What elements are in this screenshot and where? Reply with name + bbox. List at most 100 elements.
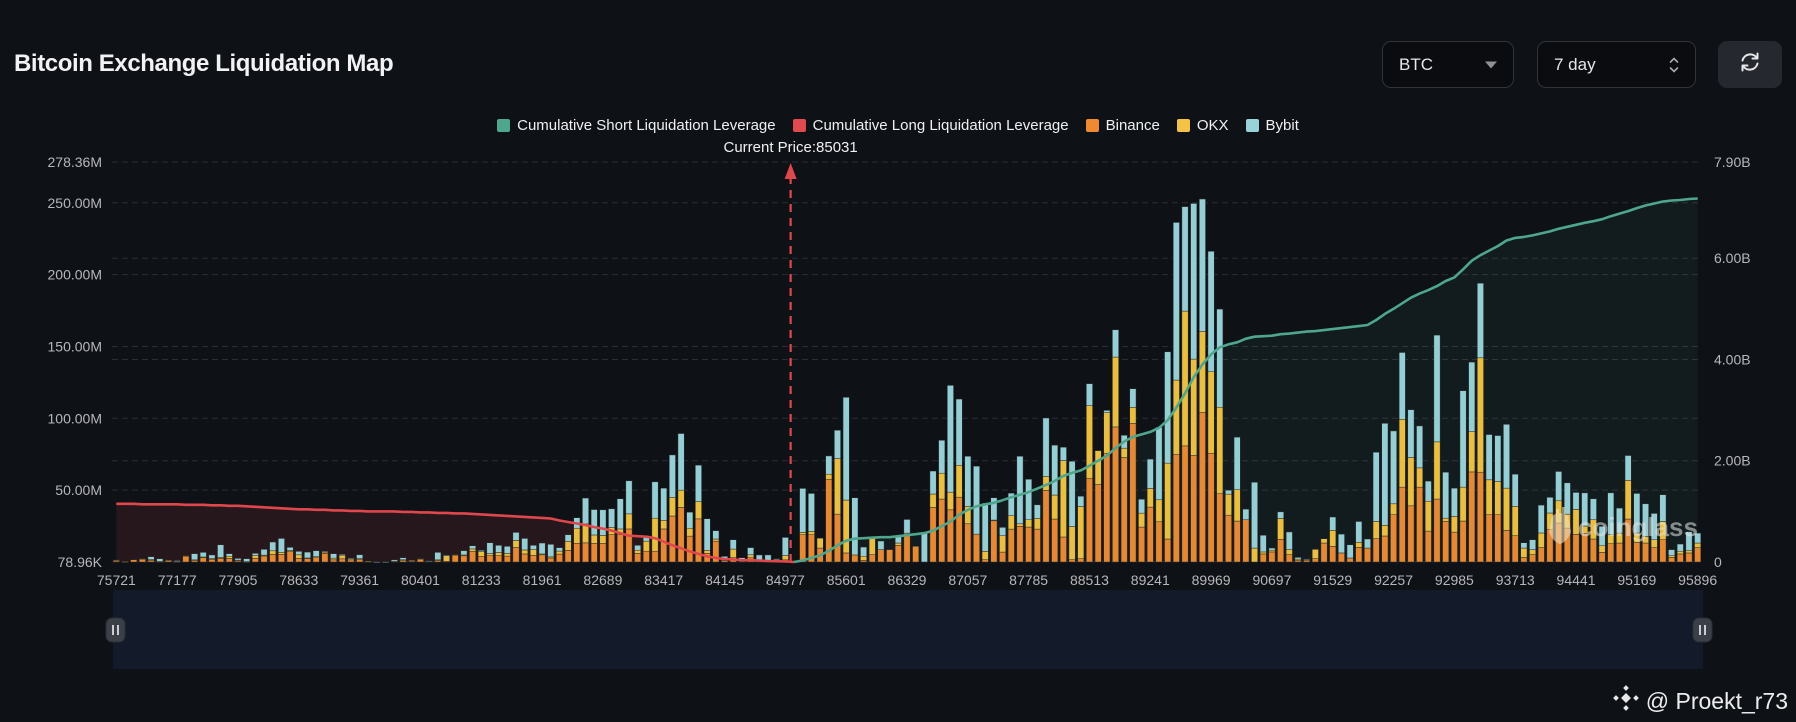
bar-binance xyxy=(1676,553,1684,563)
bar-bybit xyxy=(929,470,937,495)
x-tick-label: 95169 xyxy=(1617,572,1656,588)
bar-bybit xyxy=(1633,493,1641,534)
bar-okx xyxy=(1164,462,1172,540)
legend-item-okx[interactable]: OKX xyxy=(1176,117,1229,134)
range-slider[interactable] xyxy=(105,590,1713,669)
legend-item-cumulative-short[interactable]: Cumulative Short Liquidation Leverage xyxy=(497,117,776,134)
bar-binance xyxy=(912,546,920,563)
bar-bybit xyxy=(921,532,928,563)
legend-item-binance[interactable]: Binance xyxy=(1085,117,1160,134)
bar-okx xyxy=(695,501,702,520)
legend-item-bybit[interactable]: Bybit xyxy=(1245,116,1299,134)
bar-okx xyxy=(599,535,607,544)
bar-okx xyxy=(1468,431,1476,473)
cumulative-short-line xyxy=(793,197,1698,564)
bar-okx xyxy=(1477,357,1484,473)
bar-bybit xyxy=(799,488,807,533)
legend-label: Cumulative Short Liquidation Leverage xyxy=(517,116,776,134)
bar-bybit xyxy=(1251,482,1258,549)
bar-okx xyxy=(469,548,476,552)
bar-bybit xyxy=(825,455,833,475)
bar-binance xyxy=(1007,528,1015,563)
bar-okx xyxy=(1424,500,1432,532)
refresh-button[interactable] xyxy=(1718,41,1782,88)
bar-bybit xyxy=(1555,471,1563,502)
bar-binance xyxy=(686,535,694,563)
bar-bybit xyxy=(842,397,850,501)
x-tick-label: 75721 xyxy=(97,572,136,588)
bar-bybit xyxy=(225,553,233,557)
bar-binance xyxy=(1042,490,1050,563)
bar-bybit xyxy=(208,554,216,559)
bar-okx xyxy=(1416,467,1424,488)
bar-binance xyxy=(1216,493,1224,563)
bar-binance xyxy=(1494,514,1502,563)
range-select[interactable]: 7 day xyxy=(1537,41,1696,88)
bar-bybit xyxy=(677,433,685,491)
bar-bybit xyxy=(547,544,555,558)
bar-bybit xyxy=(712,530,720,540)
bar-binance xyxy=(321,553,329,563)
bar-bybit xyxy=(486,542,494,554)
chart-legend: Cumulative Short Liquidation Leverage Cu… xyxy=(0,115,1796,135)
bar-okx xyxy=(1033,518,1041,530)
bar-bybit xyxy=(1537,504,1545,534)
bar-binance xyxy=(616,534,624,563)
bar-okx xyxy=(1451,516,1458,533)
bar-okx xyxy=(556,550,563,555)
bar-bybit xyxy=(990,497,998,521)
bar-bybit xyxy=(469,545,476,550)
x-tick-label: 77905 xyxy=(219,572,258,588)
bar-binance xyxy=(278,554,285,563)
bar-bybit xyxy=(1494,435,1502,482)
bar-okx xyxy=(295,554,303,559)
range-slider-track[interactable] xyxy=(113,590,1703,669)
bar-bybit xyxy=(512,532,520,541)
bar-okx xyxy=(1216,406,1224,494)
bar-binance xyxy=(269,554,277,563)
symbol-select[interactable]: BTC xyxy=(1382,41,1514,88)
bar-bybit xyxy=(616,498,624,530)
bar-binance xyxy=(1442,521,1450,563)
bar-binance xyxy=(1537,547,1545,563)
bar-binance xyxy=(1694,547,1702,563)
bar-bybit xyxy=(1398,352,1406,420)
bar-okx xyxy=(1537,532,1545,548)
bar-bybit xyxy=(217,544,224,558)
bar-binance xyxy=(1590,538,1597,563)
bar-bybit xyxy=(1225,489,1232,495)
bar-okx xyxy=(1598,545,1606,553)
bar-okx xyxy=(417,558,424,560)
bar-okx xyxy=(660,520,668,530)
bar-okx xyxy=(112,559,120,562)
legend-swatch-okx xyxy=(1176,118,1190,132)
bar-binance xyxy=(1477,471,1484,563)
bar-bybit xyxy=(981,502,989,552)
bar-binance xyxy=(538,554,546,563)
bar-bybit xyxy=(599,509,607,536)
bar-okx xyxy=(1459,486,1467,522)
bar-okx xyxy=(443,555,450,562)
bar-bybit xyxy=(1468,361,1476,432)
bar-binance xyxy=(451,554,459,563)
bar-binance xyxy=(1086,477,1093,563)
range-slider-start-handle[interactable] xyxy=(105,617,126,643)
bar-binance xyxy=(564,550,572,563)
legend-item-cumulative-long[interactable]: Cumulative Long Liquidation Leverage xyxy=(792,117,1069,134)
bar-binance xyxy=(947,509,954,563)
bar-binance xyxy=(1485,514,1493,563)
bar-okx xyxy=(729,548,737,558)
bar-okx xyxy=(564,541,572,551)
bar-binance xyxy=(1633,542,1641,563)
bar-binance xyxy=(1346,557,1354,563)
bar-binance xyxy=(1164,538,1172,563)
bar-okx xyxy=(364,561,372,563)
legend-label: Bybit xyxy=(1265,116,1299,134)
bar-binance xyxy=(651,550,659,563)
range-slider-end-handle[interactable] xyxy=(1692,617,1713,643)
y-left-tick-label: 150.00M xyxy=(48,338,102,354)
bar-binance xyxy=(347,559,355,563)
bar-okx xyxy=(929,493,937,508)
grip-icon xyxy=(117,625,119,635)
bar-binance xyxy=(660,528,668,563)
